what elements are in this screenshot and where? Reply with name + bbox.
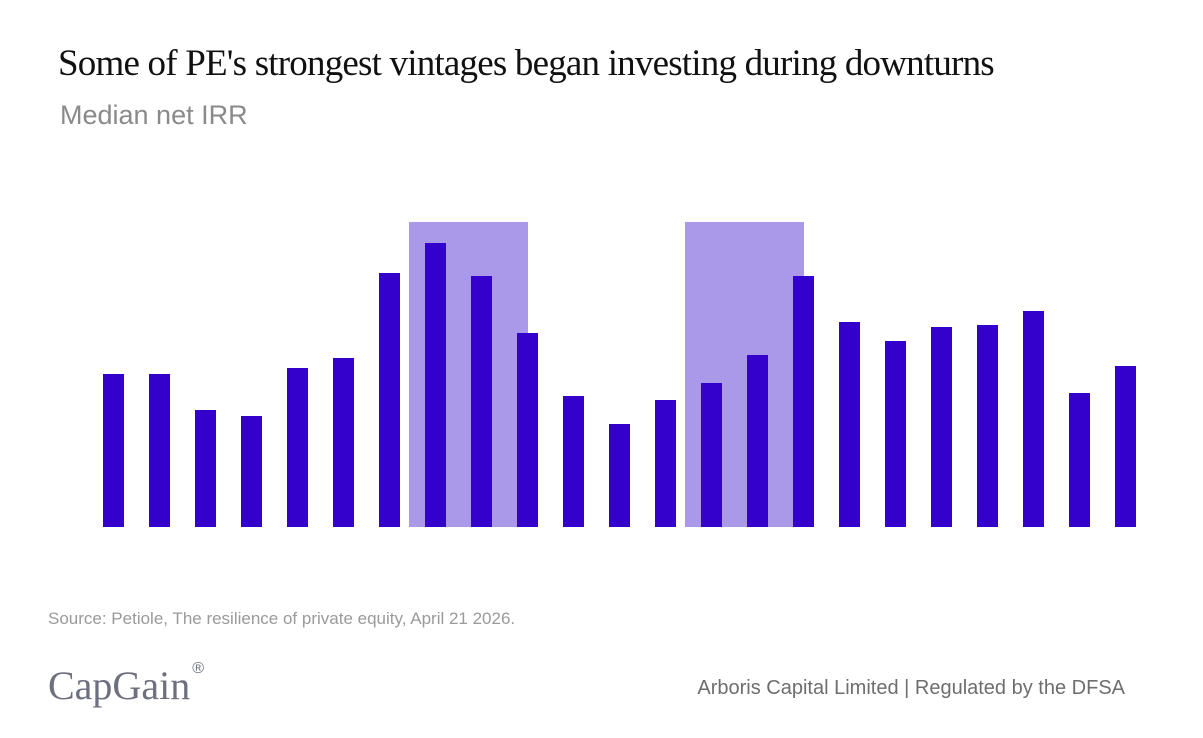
bar	[333, 358, 354, 527]
bar	[839, 322, 860, 527]
bar	[563, 396, 584, 527]
bar	[701, 383, 722, 527]
chart-title: Some of PE's strongest vintages began in…	[58, 43, 995, 84]
bar	[241, 416, 262, 527]
bar	[931, 327, 952, 527]
registered-mark: ®	[192, 660, 204, 677]
bar	[287, 368, 308, 527]
logo-text: CapGain	[48, 663, 191, 708]
bar	[977, 325, 998, 527]
bar	[793, 276, 814, 527]
capgain-logo: CapGain ®	[48, 660, 204, 709]
bar	[655, 400, 676, 527]
bar	[379, 273, 400, 527]
bar	[609, 424, 630, 527]
bar	[885, 341, 906, 527]
footer-regulatory-text: Arboris Capital Limited | Regulated by t…	[697, 677, 1125, 699]
bar	[1023, 311, 1044, 527]
bar	[471, 276, 492, 527]
bar	[149, 374, 170, 527]
bar	[517, 333, 538, 527]
bar	[425, 243, 446, 527]
chart-subtitle: Median net IRR	[60, 100, 248, 130]
source-note: Source: Petiole, The resilience of priva…	[48, 609, 516, 628]
bar	[195, 410, 216, 527]
bar	[1115, 366, 1136, 527]
bar	[103, 374, 124, 527]
bar	[747, 355, 768, 527]
bar-chart	[103, 222, 1136, 527]
bar	[1069, 393, 1090, 527]
